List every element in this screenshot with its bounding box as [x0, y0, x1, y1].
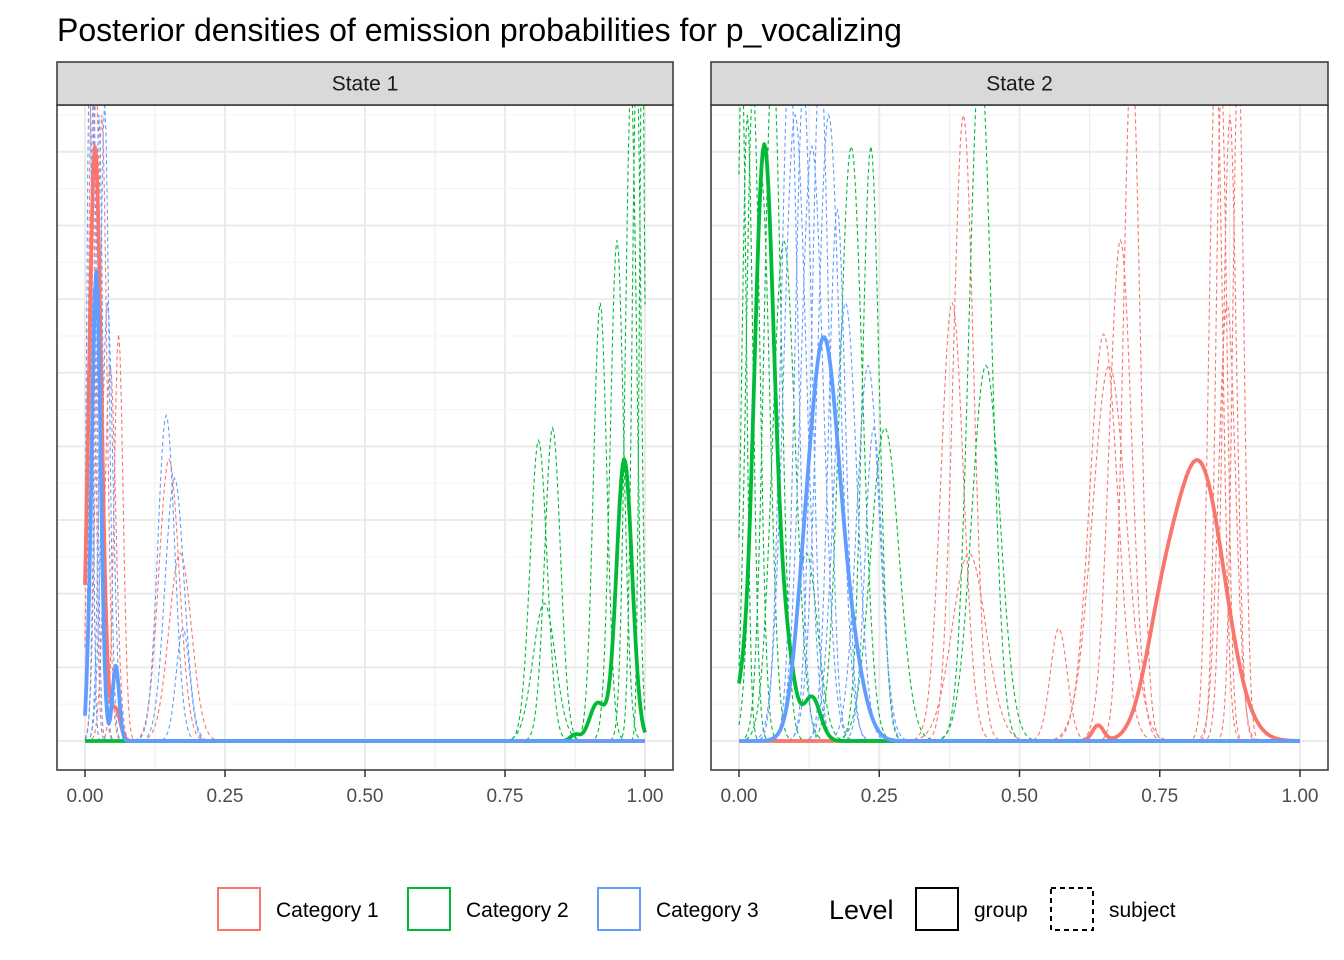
x-tick-label: 0.25 [207, 786, 244, 807]
group-density-category-3 [738, 335, 1301, 743]
x-tick-label: 1.00 [1282, 786, 1319, 807]
legend: Category 1 Category 2 Category 3 Level group… [217, 887, 1176, 931]
x-tick-label: 0.75 [1141, 786, 1178, 807]
facet-strip [56, 61, 674, 106]
density-curves [737, 105, 1301, 743]
x-tick-label: 0.75 [487, 786, 524, 807]
facet-strip-label: State 1 [332, 73, 399, 96]
facet-strip-label: State 2 [986, 73, 1053, 96]
chart-title: Posterior densities of emission probabil… [57, 12, 902, 48]
legend-item-group: group [915, 887, 1028, 931]
facet-strip [710, 61, 1329, 106]
legend-label: group [974, 899, 1028, 922]
facet-panels: State 1 0.00 0.25 0.50 0.75 1.00 State 2 0.00 0.… [56, 61, 1329, 807]
grid-lines [711, 105, 1328, 770]
legend-label: subject [1109, 899, 1176, 922]
legend-key [915, 887, 959, 931]
legend-key [217, 887, 261, 931]
x-tick-label: 0.50 [347, 786, 384, 807]
legend-item-category-3: Category 3 [597, 887, 759, 931]
density-curves [83, 105, 647, 743]
legend-item-category-2: Category 2 [407, 887, 569, 931]
x-tick-label: 0.25 [861, 786, 898, 807]
x-tick-label: 0.00 [67, 786, 104, 807]
panel-1: State 1 0.00 0.25 0.50 0.75 1.00 [56, 61, 674, 807]
x-tick-label: 0.50 [1001, 786, 1038, 807]
legend-item-category-1: Category 1 [217, 887, 379, 931]
legend-title-level: Level [829, 895, 894, 925]
legend-key [1050, 887, 1094, 931]
group-density-category-3 [83, 269, 646, 743]
legend-label: Category 1 [276, 899, 379, 922]
legend-label: Category 3 [656, 899, 759, 922]
legend-item-subject: subject [1050, 887, 1176, 931]
x-tick-label: 1.00 [627, 786, 664, 807]
legend-key [597, 887, 641, 931]
legend-label: Category 2 [466, 899, 569, 922]
panel-2: State 2 0.00 0.25 0.50 0.75 1.00 [710, 61, 1329, 807]
x-tick-label: 0.00 [721, 786, 758, 807]
legend-key [407, 887, 451, 931]
